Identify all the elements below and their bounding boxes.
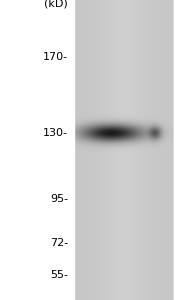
Text: 130-: 130- [43,128,68,138]
Text: (kD): (kD) [44,0,68,8]
Text: 55-: 55- [50,270,68,280]
Text: 95-: 95- [50,194,68,204]
Text: 72-: 72- [50,238,68,248]
Text: 170-: 170- [43,52,68,62]
